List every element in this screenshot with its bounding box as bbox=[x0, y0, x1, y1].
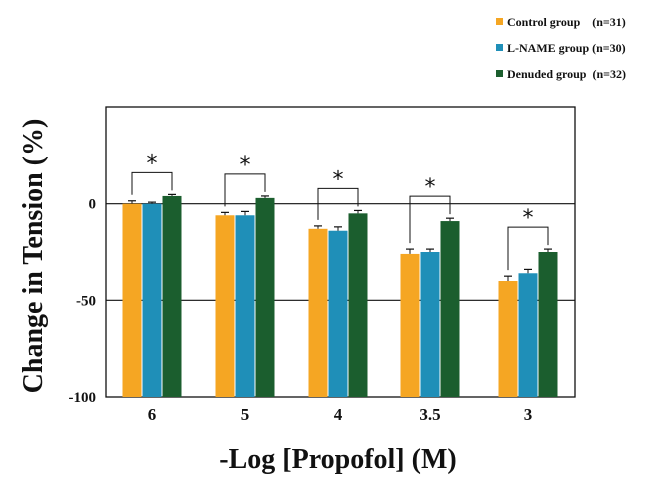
bar bbox=[215, 215, 235, 397]
y-tick-label: 0 bbox=[89, 197, 97, 213]
significance-star: * bbox=[147, 151, 158, 176]
legend-label-lname: L-NAME group bbox=[507, 41, 590, 55]
significance-star: * bbox=[333, 167, 344, 192]
legend-count-lname: (n=30) bbox=[592, 41, 626, 55]
bar bbox=[255, 197, 275, 397]
significance-bracket bbox=[224, 173, 266, 207]
legend-label-denuded: Denuded group bbox=[507, 67, 587, 81]
y-tick-label: -100 bbox=[69, 390, 97, 406]
y-tick-label: -50 bbox=[76, 293, 96, 309]
bar bbox=[235, 215, 255, 397]
bar bbox=[440, 221, 460, 397]
y-axis-ticks: 0 -50 -100 bbox=[69, 197, 97, 406]
bar bbox=[348, 213, 368, 397]
bar bbox=[420, 252, 440, 397]
bar bbox=[308, 228, 328, 397]
bar bbox=[328, 230, 348, 397]
y-axis-label: Change in Tension (%) bbox=[18, 119, 49, 394]
significance-bracket bbox=[507, 226, 549, 271]
x-tick-label: 5 bbox=[241, 405, 250, 424]
significance-bracket bbox=[409, 195, 451, 244]
bars bbox=[122, 195, 558, 397]
significance-brackets: * * * * * bbox=[131, 151, 549, 271]
bar bbox=[538, 252, 558, 397]
x-axis-ticks: 6 5 4 3.5 3 bbox=[148, 405, 533, 424]
legend-count-control: (n=31) bbox=[592, 15, 626, 29]
bar bbox=[400, 253, 420, 397]
x-tick-label: 3 bbox=[524, 405, 533, 424]
x-axis-label: -Log [Propofol] (M) bbox=[219, 444, 456, 475]
bar bbox=[162, 195, 182, 397]
legend-item-denuded: Denuded group (n=32) bbox=[496, 66, 666, 88]
legend-swatch-lname bbox=[496, 44, 503, 51]
significance-star: * bbox=[425, 175, 436, 200]
x-tick-label: 6 bbox=[148, 405, 157, 424]
legend-count-denuded: (n=32) bbox=[592, 67, 626, 81]
bar bbox=[122, 203, 142, 397]
legend-swatch-denuded bbox=[496, 70, 503, 77]
legend: Control group (n=31) L-NAME group (n=30)… bbox=[496, 14, 666, 92]
x-tick-label: 4 bbox=[334, 405, 343, 424]
significance-star: * bbox=[523, 206, 534, 231]
legend-swatch-control bbox=[496, 18, 503, 25]
legend-item-lname: L-NAME group (n=30) bbox=[496, 40, 666, 62]
error-bars bbox=[128, 193, 552, 281]
x-tick-label: 3.5 bbox=[419, 405, 440, 424]
legend-item-control: Control group (n=31) bbox=[496, 14, 666, 36]
bar bbox=[498, 281, 518, 397]
significance-bracket bbox=[131, 171, 173, 195]
bar bbox=[142, 203, 162, 397]
significance-star: * bbox=[240, 153, 251, 178]
significance-bracket bbox=[317, 187, 359, 220]
bar bbox=[518, 273, 538, 397]
legend-label-control: Control group bbox=[507, 15, 581, 29]
